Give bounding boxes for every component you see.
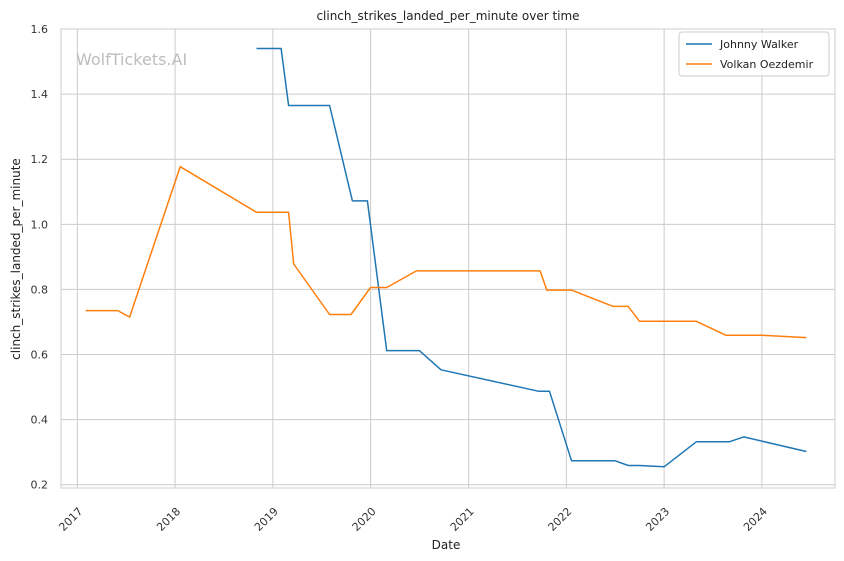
x-tick-label: 2021	[448, 505, 477, 534]
legend: Johnny Walker Volkan Oezdemir	[678, 31, 830, 77]
series-line-johnny-walker	[256, 47, 807, 468]
legend-label-volkan-oezdemir: Volkan Oezdemir	[720, 58, 814, 71]
x-tick-label: 2020	[350, 505, 379, 534]
x-tick-label: 2019	[252, 505, 281, 534]
chart-title: clinch_strikes_landed_per_minute over ti…	[316, 9, 579, 23]
x-tick-label: 2023	[643, 505, 672, 534]
y-tick-label: 0.4	[31, 414, 49, 427]
watermark: WolfTickets.AI	[76, 50, 187, 69]
y-tick-label: 0.6	[31, 349, 49, 362]
x-tick-label: 2017	[56, 505, 85, 534]
legend-box	[678, 31, 830, 77]
y-tick-label: 1.0	[31, 218, 49, 231]
tick-labels: 0.2 0.4 0.6 0.8 1.0 1.2 1.4 1.6 2017 2018 2019 2020…	[31, 23, 771, 534]
y-tick-label: 1.6	[31, 23, 49, 36]
plot-frame	[60, 28, 836, 489]
x-tick-label: 2022	[546, 505, 575, 534]
grid	[61, 28, 835, 488]
series-lines	[85, 47, 807, 468]
x-axis-label: Date	[432, 538, 461, 552]
y-tick-label: 1.2	[31, 153, 49, 166]
x-tick-label: 2018	[154, 505, 183, 534]
x-tick-label: 2024	[741, 505, 770, 534]
legend-label-johnny-walker: Johnny Walker	[719, 38, 799, 51]
y-tick-label: 0.2	[31, 479, 49, 492]
y-tick-label: 1.4	[31, 88, 49, 101]
y-axis-label: clinch_strikes_landed_per_minute	[9, 158, 23, 360]
series-line-volkan-oezdemir	[85, 165, 807, 339]
y-tick-label: 0.8	[31, 283, 49, 296]
